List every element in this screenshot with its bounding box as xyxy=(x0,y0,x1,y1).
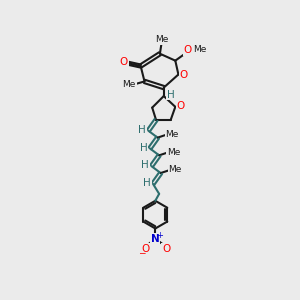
Text: O: O xyxy=(120,57,128,67)
Text: H: H xyxy=(143,178,151,188)
Text: H: H xyxy=(138,125,146,135)
Text: O: O xyxy=(180,70,188,80)
Text: Me: Me xyxy=(193,45,207,54)
Text: Me: Me xyxy=(155,35,168,44)
Text: N: N xyxy=(151,234,160,244)
Text: O: O xyxy=(177,101,185,111)
Text: O: O xyxy=(162,244,170,254)
Text: H: H xyxy=(167,89,175,100)
Text: −: − xyxy=(138,248,145,257)
Text: H: H xyxy=(141,160,149,170)
Text: Me: Me xyxy=(169,166,182,175)
Text: O: O xyxy=(141,244,149,254)
Text: Me: Me xyxy=(167,148,181,157)
Text: H: H xyxy=(140,143,148,153)
Text: +: + xyxy=(156,231,163,240)
Text: Me: Me xyxy=(166,130,179,139)
Text: Me: Me xyxy=(122,80,136,89)
Text: O: O xyxy=(184,45,192,55)
